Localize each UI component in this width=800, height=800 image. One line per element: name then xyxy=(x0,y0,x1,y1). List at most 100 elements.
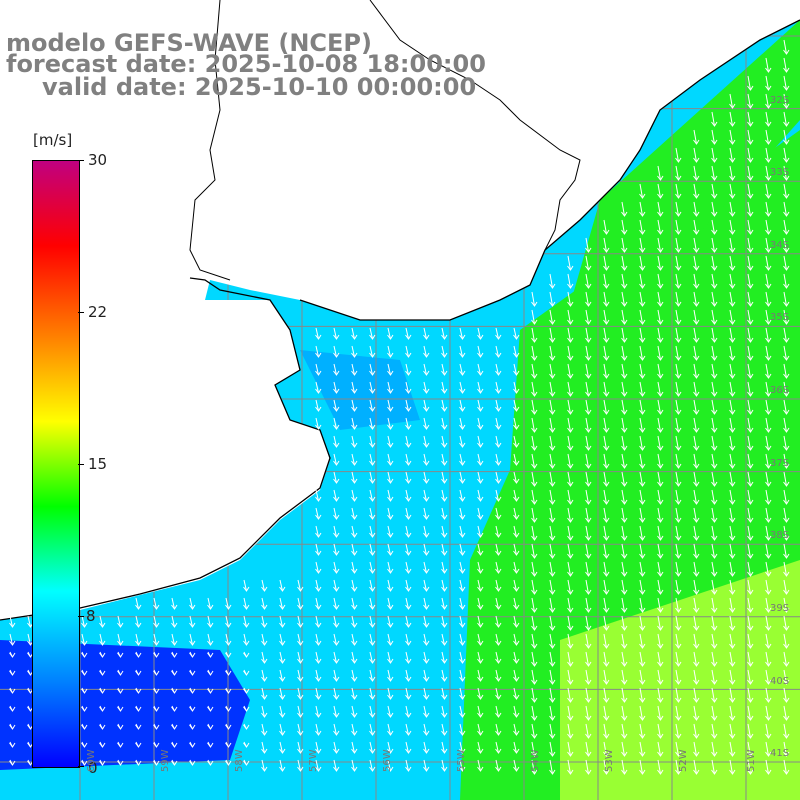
wind-arrow xyxy=(477,759,481,772)
wind-arrow xyxy=(333,561,337,574)
wind-arrow-head xyxy=(729,535,736,541)
wind-arrow xyxy=(567,579,571,595)
colorbar-mark xyxy=(78,616,84,617)
wind-arrow xyxy=(351,723,355,736)
wind-arrow xyxy=(513,345,517,358)
wind-arrow-head xyxy=(603,301,610,307)
wind-arrow-head xyxy=(711,463,718,469)
wind-arrow xyxy=(459,399,463,412)
wind-arrow xyxy=(333,651,337,664)
wind-arrow-head xyxy=(153,604,160,610)
wind-arrow xyxy=(369,633,373,646)
wind-arrow xyxy=(189,633,193,646)
wind-arrow xyxy=(441,633,445,646)
wind-arrow-head xyxy=(585,769,592,775)
wind-arrow-head xyxy=(225,604,232,610)
wind-arrow-head xyxy=(585,625,592,631)
wind-arrow-head xyxy=(657,355,664,361)
wind-arrow xyxy=(693,687,697,703)
wind-arrow xyxy=(603,561,607,577)
wind-arrow xyxy=(405,723,409,736)
wind-arrow-head xyxy=(549,697,556,703)
wind-arrow-head xyxy=(765,625,772,631)
wind-arrow-head xyxy=(657,481,664,487)
wind-arrow-head xyxy=(729,301,736,307)
wind-arrow-head xyxy=(693,499,700,505)
wind-arrow xyxy=(711,579,715,595)
wind-arrow xyxy=(369,363,373,376)
wind-arrow-head xyxy=(747,697,754,703)
wind-arrow xyxy=(747,111,751,127)
wind-arrow xyxy=(567,345,571,361)
lon-label-55w: 55W xyxy=(456,749,467,772)
wind-arrow xyxy=(549,309,553,325)
wind-arrow-head xyxy=(567,697,574,703)
wind-arrow xyxy=(585,345,589,361)
wind-arrow xyxy=(549,471,553,487)
wind-arrow-head xyxy=(729,733,736,739)
wind-arrow-head xyxy=(693,625,700,631)
wind-arrow-head xyxy=(207,622,214,628)
wind-arrow-head xyxy=(603,445,610,451)
wind-arrow xyxy=(675,759,679,775)
wind-arrow-head xyxy=(423,676,430,682)
wind-arrow xyxy=(495,381,499,394)
wind-arrow-head xyxy=(405,388,412,394)
wind-arrow-head xyxy=(783,49,790,55)
wind-arrow-head xyxy=(765,139,772,145)
wind-arrow-head xyxy=(315,766,322,772)
wind-arrow-head xyxy=(549,571,556,577)
wind-arrow xyxy=(369,399,373,412)
wind-arrow-head xyxy=(639,463,646,469)
wind-arrow-head xyxy=(693,247,700,253)
wind-arrow-head xyxy=(693,571,700,577)
wind-arrow-head xyxy=(423,604,430,610)
wind-arrow-head xyxy=(117,760,124,766)
wind-arrow-head xyxy=(459,550,466,556)
wind-arrow-head xyxy=(351,568,358,574)
wind-arrow xyxy=(693,579,697,595)
wind-arrow xyxy=(603,489,607,505)
wind-arrow xyxy=(459,597,463,610)
wind-arrow xyxy=(603,399,607,415)
wind-arrow xyxy=(369,579,373,592)
wind-arrow xyxy=(621,363,625,379)
wind-arrow-head xyxy=(207,724,214,730)
wind-arrow xyxy=(639,381,643,397)
wind-arrow xyxy=(747,705,751,721)
wind-arrow-head xyxy=(729,661,736,667)
wind-arrow-head xyxy=(783,751,790,757)
wind-arrow xyxy=(171,633,175,646)
wind-arrow xyxy=(765,759,769,775)
wind-arrow-head xyxy=(81,640,88,646)
wind-arrow-head xyxy=(459,568,466,574)
wind-arrow-head xyxy=(693,373,700,379)
wind-arrow xyxy=(585,507,589,523)
wind-arrow-head xyxy=(783,265,790,271)
wind-arrow-head xyxy=(459,514,466,520)
wind-arrow-head xyxy=(657,751,664,757)
wind-arrow xyxy=(711,669,715,685)
wind-arrow xyxy=(495,507,499,520)
wind-arrow-head xyxy=(693,337,700,343)
wind-arrow-head xyxy=(405,676,412,682)
wind-arrow-head xyxy=(747,571,754,577)
wind-arrow-head xyxy=(333,766,340,772)
wind-arrow-head xyxy=(495,370,502,376)
wind-arrow-head xyxy=(405,514,412,520)
wind-arrow-head xyxy=(693,391,700,397)
wind-arrow-head xyxy=(405,550,412,556)
wind-arrow-head xyxy=(495,442,502,448)
wind-arrow-head xyxy=(675,301,682,307)
wind-arrow-head xyxy=(567,463,574,469)
wind-arrow-head xyxy=(567,445,574,451)
wind-arrow xyxy=(765,705,769,721)
wind-arrow xyxy=(459,525,463,538)
wind-arrow-head xyxy=(657,247,664,253)
wind-arrow-head xyxy=(117,688,124,694)
wind-arrow xyxy=(405,399,409,412)
wind-arrow xyxy=(639,255,643,271)
wind-arrow-head xyxy=(333,730,340,736)
wind-arrow-head xyxy=(657,697,664,703)
wind-arrow xyxy=(657,435,661,451)
